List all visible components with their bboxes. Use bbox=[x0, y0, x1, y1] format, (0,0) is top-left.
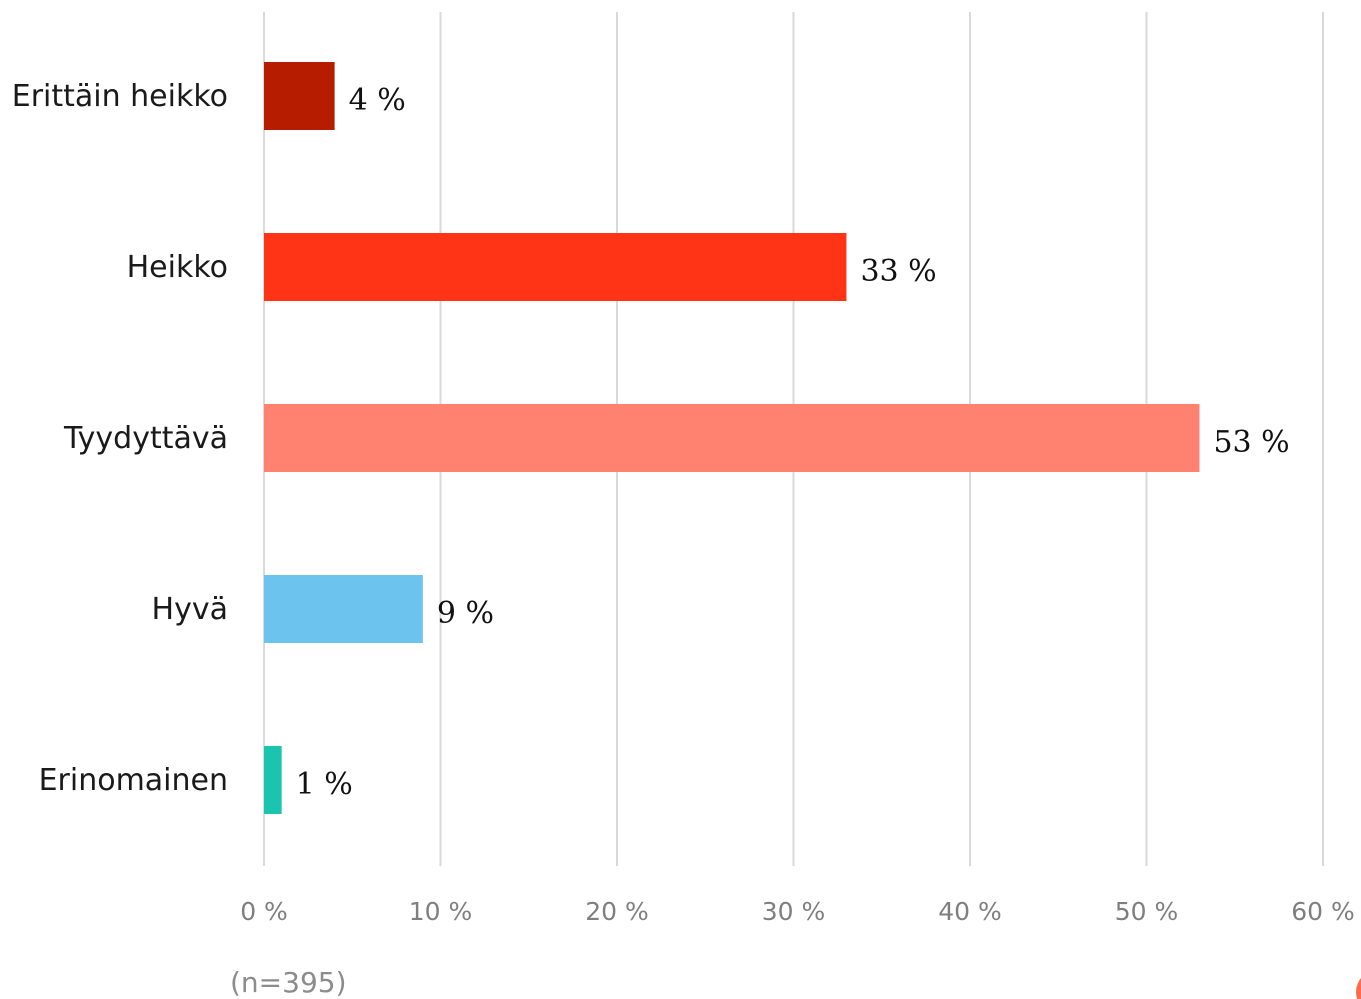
category-label: Heikko bbox=[127, 250, 228, 285]
bar bbox=[264, 575, 423, 643]
x-tick-label: 30 % bbox=[762, 897, 826, 926]
category-label: Erinomainen bbox=[39, 763, 228, 798]
x-tick-label: 10 % bbox=[409, 897, 473, 926]
value-labels: 4 % 33 % 53 % 9 % 1 % bbox=[296, 83, 1290, 802]
data-label: 53 % bbox=[1213, 425, 1289, 460]
x-tick-label: 0 % bbox=[240, 897, 288, 926]
x-tick-label: 50 % bbox=[1115, 897, 1179, 926]
category-label: Hyvä bbox=[152, 592, 228, 627]
category-labels: Erittäin heikko Heikko Tyydyttävä Hyvä Erino… bbox=[12, 79, 228, 798]
sample-size-note: (n=395) bbox=[230, 966, 347, 999]
bar bbox=[264, 404, 1200, 472]
x-tick-label: 40 % bbox=[938, 897, 1002, 926]
category-label: Tyydyttävä bbox=[63, 421, 228, 456]
category-label: Erittäin heikko bbox=[12, 79, 228, 114]
data-label: 1 % bbox=[296, 767, 353, 802]
bar bbox=[264, 233, 847, 301]
x-axis-tick-labels: 0 % 10 % 20 % 30 % 40 % 50 % 60 % bbox=[240, 897, 1355, 926]
bar bbox=[264, 746, 282, 814]
x-tick-label: 20 % bbox=[585, 897, 649, 926]
x-tick-label: 60 % bbox=[1291, 897, 1355, 926]
corner-decoration bbox=[1356, 978, 1361, 999]
data-label: 33 % bbox=[860, 254, 936, 289]
bar bbox=[264, 62, 335, 130]
data-label: 9 % bbox=[437, 596, 494, 631]
bars-group bbox=[264, 62, 1200, 814]
data-label: 4 % bbox=[349, 83, 406, 118]
